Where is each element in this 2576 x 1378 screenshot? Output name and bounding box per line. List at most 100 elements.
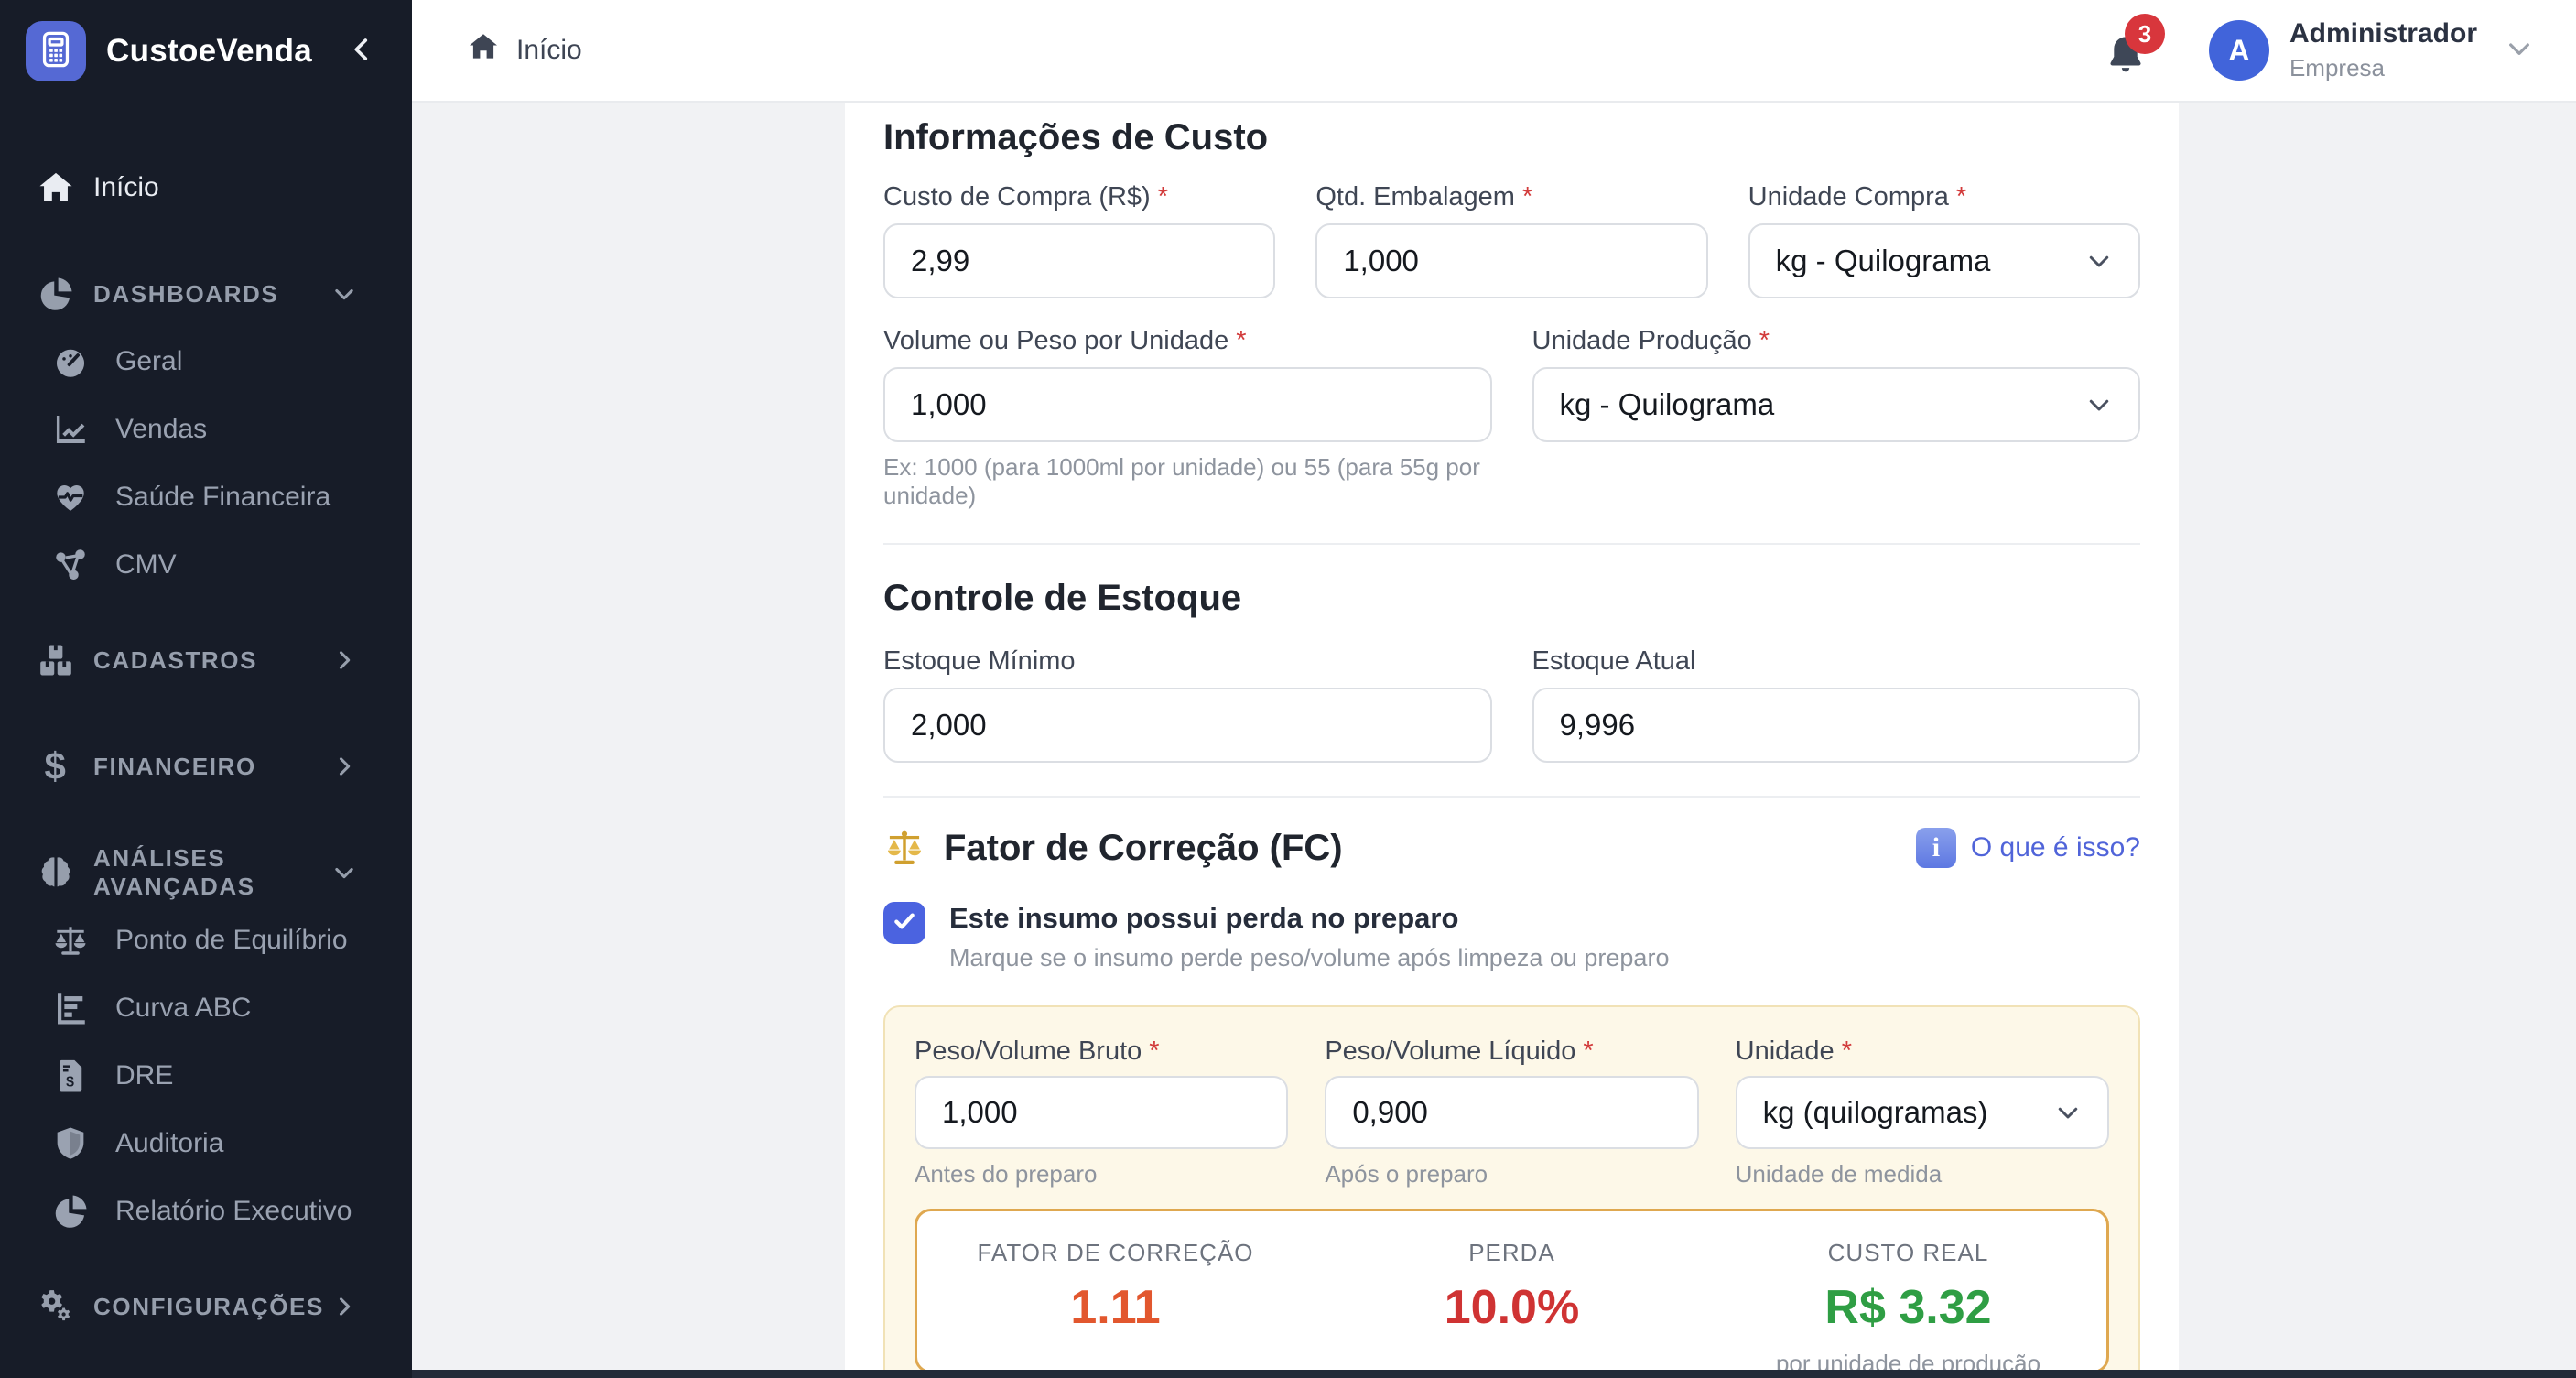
field-fc-unidade: Unidade* kg (quilogramas) Unidade de med… (1736, 1036, 2109, 1188)
fc-unidade-helper: Unidade de medida (1736, 1160, 2109, 1188)
sidebar-nav: Início DASHBOARDS Geral (0, 103, 412, 1340)
field-label: Peso/Volume Bruto* (915, 1036, 1288, 1067)
notification-badge: 3 (2125, 14, 2165, 54)
checkbox-texts: Este insumo possui perda no preparo Marq… (949, 902, 1669, 972)
sidebar-item-ponto-de-equilibrio[interactable]: Ponto de Equilíbrio (0, 906, 412, 974)
user-role: Empresa (2289, 54, 2477, 82)
volume-peso-input[interactable] (883, 367, 1492, 442)
sidebar-group-analises-avancadas[interactable]: ANÁLISES AVANÇADAS (0, 839, 412, 906)
file-invoice-dollar-icon: $ (51, 1057, 90, 1095)
sidebar-item-saude-financeira[interactable]: Saúde Financeira (0, 463, 412, 531)
notifications-button[interactable]: 3 (2103, 25, 2152, 76)
sidebar-item-dre[interactable]: $ DRE (0, 1042, 412, 1110)
fc-header: Fator de Correção (FC) O que é isso? (883, 827, 2140, 869)
app-title: CustoeVenda (106, 33, 312, 70)
result-value-perda: 10.0% (1314, 1280, 1710, 1335)
field-label: Custo de Compra (R$)* (883, 182, 1275, 212)
field-label: Unidade Compra* (1748, 182, 2140, 212)
result-value-custo-real: R$ 3.32 (1710, 1280, 2106, 1335)
user-menu-button[interactable] (2505, 34, 2534, 68)
gears-icon (37, 1287, 75, 1326)
section-title-cost: Informações de Custo (883, 117, 2140, 158)
field-label: Volume ou Peso por Unidade* (883, 326, 1492, 356)
avatar[interactable]: A (2209, 20, 2269, 81)
sidebar-group-label: CONFIGURAÇÕES (93, 1293, 324, 1321)
section-divider (883, 796, 2140, 798)
sidebar-item-label: CMV (115, 549, 177, 580)
bottom-scrollbar[interactable] (412, 1370, 2576, 1378)
peso-liquido-helper: Após o preparo (1325, 1160, 1698, 1188)
checkbox-label[interactable]: Este insumo possui perda no preparo (949, 902, 1669, 935)
fc-checkbox-row: Este insumo possui perda no preparo Marq… (883, 902, 2140, 972)
loss-checkbox[interactable] (883, 902, 925, 944)
sidebar-item-label: Saúde Financeira (115, 482, 330, 513)
sidebar-group-configuracoes[interactable]: CONFIGURAÇÕES (0, 1273, 412, 1340)
sidebar-item-vendas[interactable]: Vendas (0, 396, 412, 463)
sidebar-item-label: Curva ABC (115, 993, 251, 1024)
form-card: Informações de Custo Custo de Compra (R$… (845, 103, 2179, 1378)
required-mark: * (1149, 1036, 1159, 1066)
sidebar-group-dashboards[interactable]: DASHBOARDS (0, 260, 412, 328)
breadcrumb-label: Início (516, 35, 582, 66)
share-nodes-icon (51, 546, 90, 584)
field-estoque-minimo: Estoque Mínimo (883, 646, 1492, 763)
breadcrumb[interactable]: Início (467, 30, 582, 71)
fc-info-link-label: O que é isso? (1971, 832, 2140, 863)
peso-bruto-helper: Antes do preparo (915, 1160, 1288, 1188)
sidebar-item-label: DRE (115, 1060, 173, 1091)
sidebar-item-geral[interactable]: Geral (0, 328, 412, 396)
content-area: Informações de Custo Custo de Compra (R$… (412, 103, 2576, 1378)
bell-icon (2103, 66, 2148, 81)
sidebar-item-relatorio-executivo[interactable]: Relatório Executivo (0, 1177, 412, 1245)
sidebar-group-financeiro[interactable]: FINANCEIRO (0, 732, 412, 800)
sidebar-item-cmv[interactable]: CMV (0, 531, 412, 599)
calculator-icon (35, 28, 77, 75)
volume-peso-helper: Ex: 1000 (para 1000ml por unidade) ou 55… (883, 453, 1492, 510)
shield-icon (51, 1124, 90, 1163)
fc-panel: Peso/Volume Bruto* Antes do preparo Peso… (883, 1005, 2140, 1378)
peso-bruto-input[interactable] (915, 1076, 1288, 1149)
section-title-stock: Controle de Estoque (883, 578, 2140, 619)
required-mark: * (1583, 1036, 1593, 1066)
field-qtd-embalagem: Qtd. Embalagem* (1315, 182, 1707, 298)
user-info[interactable]: Administrador Empresa (2289, 18, 2477, 82)
custo-compra-input[interactable] (883, 223, 1275, 298)
sidebar: CustoeVenda Início DASHBOARDS (0, 0, 412, 1378)
sidebar-collapse-button[interactable] (346, 34, 377, 70)
result-fator: FATOR DE CORREÇÃO 1.11 (917, 1239, 1314, 1341)
app-root: CustoeVenda Início DASHBOARDS (0, 0, 2576, 1378)
field-unidade-producao: Unidade Produção* kg - Quilograma (1532, 326, 2141, 510)
estoque-minimo-input[interactable] (883, 688, 1492, 763)
section-divider (883, 543, 2140, 545)
fc-unidade-select[interactable]: kg (quilogramas) (1736, 1076, 2109, 1149)
peso-liquido-input[interactable] (1325, 1076, 1698, 1149)
unidade-compra-select[interactable]: kg - Quilograma (1748, 223, 2140, 298)
sidebar-group-label: CADASTROS (93, 646, 257, 675)
sidebar-item-label: Relatório Executivo (115, 1196, 352, 1227)
field-label: Qtd. Embalagem* (1315, 182, 1707, 212)
fc-info-link[interactable]: O que é isso? (1916, 828, 2140, 868)
sidebar-item-label: Ponto de Equilíbrio (115, 925, 348, 956)
topbar-right: 3 A Administrador Empresa (2103, 18, 2534, 82)
field-label: Peso/Volume Líquido* (1325, 1036, 1698, 1067)
chart-pie-icon (37, 275, 75, 313)
select-value: kg - Quilograma (1776, 244, 1991, 278)
estoque-atual-input[interactable] (1532, 688, 2141, 763)
qtd-embalagem-input[interactable] (1315, 223, 1707, 298)
chevron-left-icon (346, 34, 377, 70)
select-value: kg (quilogramas) (1763, 1095, 1988, 1130)
required-mark: * (1759, 326, 1770, 355)
sidebar-item-inicio[interactable]: Início (0, 154, 412, 222)
sidebar-item-auditoria[interactable]: Auditoria (0, 1110, 412, 1177)
stock-row: Estoque Mínimo Estoque Atual (883, 646, 2140, 763)
unidade-producao-select[interactable]: kg - Quilograma (1532, 367, 2141, 442)
field-label: Estoque Atual (1532, 646, 2141, 677)
sidebar-logo-row: CustoeVenda (0, 0, 412, 103)
boxes-icon (37, 641, 75, 679)
sidebar-group-cadastros[interactable]: CADASTROS (0, 626, 412, 694)
result-custo-real: CUSTO REAL R$ 3.32 por unidade de produç… (1710, 1239, 2106, 1341)
required-mark: * (1522, 182, 1532, 212)
required-mark: * (1956, 182, 1966, 212)
sidebar-group-label: FINANCEIRO (93, 753, 256, 781)
sidebar-item-curva-abc[interactable]: Curva ABC (0, 974, 412, 1042)
